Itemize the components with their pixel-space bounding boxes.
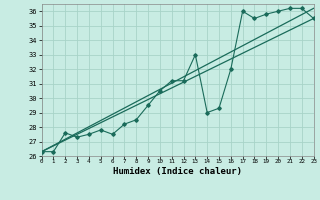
- X-axis label: Humidex (Indice chaleur): Humidex (Indice chaleur): [113, 167, 242, 176]
